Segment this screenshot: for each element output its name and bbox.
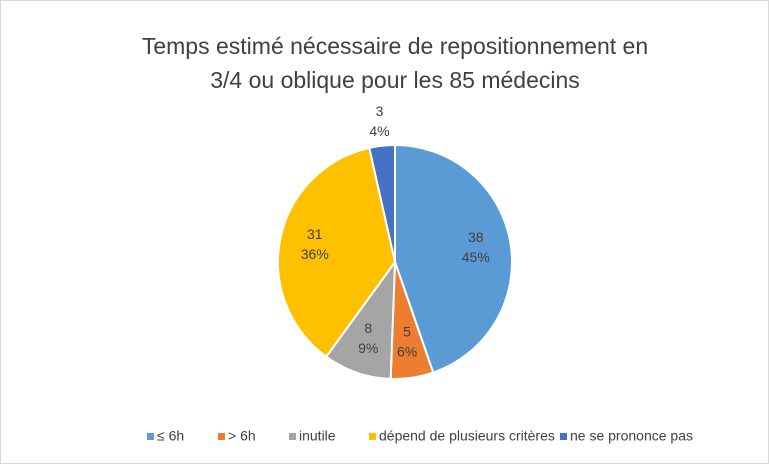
legend-swatch	[289, 433, 296, 440]
data-label: 31	[307, 226, 323, 242]
legend-swatch	[560, 433, 567, 440]
legend-swatch	[369, 433, 376, 440]
data-label: 9%	[358, 340, 378, 356]
data-label: 45%	[462, 249, 490, 265]
legend-label: > 6h	[228, 428, 256, 444]
legend-label: ne se prononce pas	[570, 428, 693, 444]
data-label: 6%	[397, 344, 417, 360]
data-label: 3	[376, 103, 384, 119]
chart-title: Temps estimé nécessaire de repositionnem…	[142, 33, 648, 59]
legend-swatch	[218, 433, 225, 440]
pie-slice	[368, 143, 396, 263]
data-label: 36%	[301, 246, 329, 262]
legend-label: inutile	[299, 428, 336, 444]
pie-slice	[277, 146, 397, 359]
data-label: 4%	[369, 123, 389, 139]
data-label: 5	[403, 324, 411, 340]
legend-label: ≤ 6h	[157, 428, 184, 444]
chart-title: 3/4 ou oblique pour les 85 médecins	[210, 67, 580, 93]
legend-label: dépend de plusieurs critères	[379, 428, 555, 444]
data-label: 8	[364, 320, 372, 336]
legend-swatch	[147, 433, 154, 440]
data-label: 38	[468, 229, 484, 245]
pie-slice	[394, 143, 513, 374]
